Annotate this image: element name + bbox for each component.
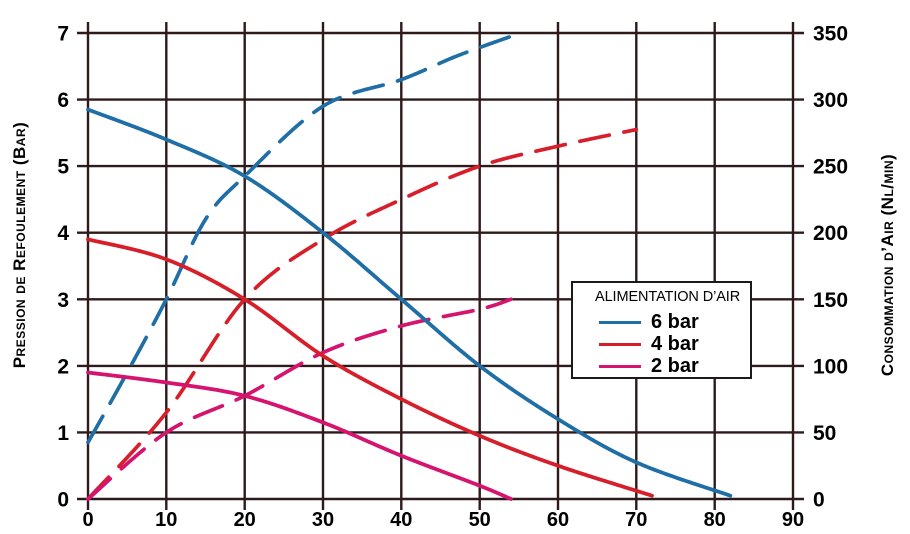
svg-text:2: 2 [57,355,69,378]
svg-text:3: 3 [57,289,69,312]
svg-text:30: 30 [312,509,334,531]
svg-text:5: 5 [57,156,69,179]
svg-text:300: 300 [813,89,848,112]
svg-text:70: 70 [625,509,647,531]
svg-text:50: 50 [469,509,491,531]
svg-text:7: 7 [57,23,69,46]
svg-text:1: 1 [57,422,69,445]
svg-text:100: 100 [813,355,848,378]
svg-text:40: 40 [390,509,412,531]
svg-text:20: 20 [234,509,256,531]
svg-text:50: 50 [813,422,836,445]
svg-text:6: 6 [57,89,69,112]
svg-text:350: 350 [813,23,848,46]
svg-text:0: 0 [813,489,825,512]
svg-text:0: 0 [57,489,69,512]
svg-text:0: 0 [82,509,93,531]
svg-text:80: 80 [704,509,726,531]
svg-text:200: 200 [813,222,848,245]
svg-text:150: 150 [813,289,848,312]
svg-text:4: 4 [57,222,69,245]
svg-text:60: 60 [547,509,569,531]
svg-text:10: 10 [155,509,177,531]
svg-text:90: 90 [782,509,804,531]
svg-text:250: 250 [813,156,848,179]
